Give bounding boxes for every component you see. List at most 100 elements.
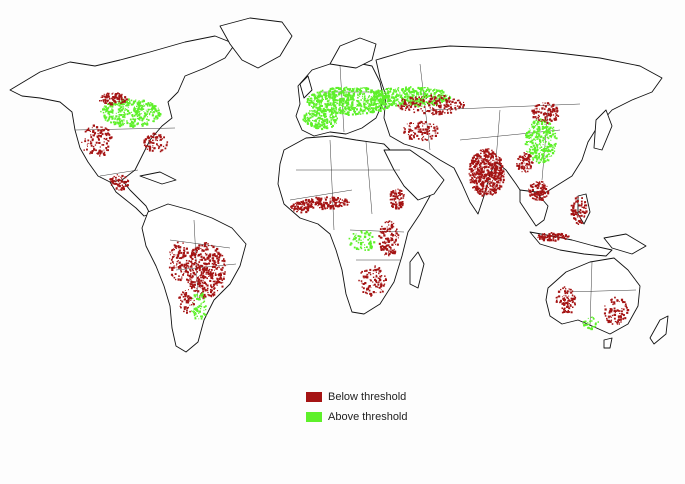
below-threshold-cell bbox=[190, 283, 193, 286]
below-threshold-cell bbox=[190, 279, 192, 281]
below-threshold-cell bbox=[209, 253, 212, 256]
above-threshold-cell bbox=[531, 123, 533, 126]
above-threshold-cell bbox=[332, 107, 335, 110]
below-threshold-cell bbox=[182, 291, 185, 294]
below-threshold-cell bbox=[331, 198, 334, 200]
above-threshold-cell bbox=[433, 92, 436, 95]
above-threshold-cell bbox=[311, 105, 313, 107]
above-threshold-cell bbox=[326, 118, 329, 121]
below-threshold-cell bbox=[189, 304, 191, 306]
below-threshold-cell bbox=[529, 155, 532, 158]
above-threshold-cell bbox=[369, 243, 371, 245]
above-threshold-cell bbox=[199, 308, 202, 310]
below-threshold-cell bbox=[530, 193, 534, 196]
above-threshold-cell bbox=[413, 100, 416, 103]
above-threshold-cell bbox=[143, 103, 145, 105]
above-threshold-cell bbox=[370, 242, 372, 244]
below-threshold-cell bbox=[177, 253, 180, 256]
above-threshold-cell bbox=[544, 145, 546, 148]
above-threshold-cell bbox=[203, 300, 206, 302]
above-threshold-cell bbox=[142, 105, 144, 108]
below-threshold-cell bbox=[496, 169, 498, 171]
above-threshold-cell bbox=[389, 102, 391, 105]
above-threshold-cell bbox=[320, 110, 322, 112]
above-threshold-cell bbox=[350, 242, 353, 245]
above-threshold-cell bbox=[315, 103, 318, 106]
below-threshold-cell bbox=[347, 203, 349, 206]
below-threshold-cell bbox=[334, 198, 337, 201]
below-threshold-cell bbox=[585, 204, 588, 207]
above-threshold-cell bbox=[542, 150, 546, 153]
above-threshold-cell bbox=[398, 100, 400, 103]
above-threshold-cell bbox=[325, 115, 327, 118]
below-threshold-cell bbox=[341, 201, 343, 203]
above-threshold-cell bbox=[390, 100, 393, 102]
below-threshold-cell bbox=[530, 161, 533, 164]
below-threshold-cell bbox=[329, 202, 331, 204]
below-threshold-cell bbox=[487, 170, 490, 172]
below-threshold-cell bbox=[360, 280, 363, 282]
above-threshold-cell bbox=[379, 103, 382, 106]
below-threshold-cell bbox=[118, 93, 121, 95]
below-threshold-cell bbox=[527, 163, 530, 166]
below-threshold-cell bbox=[440, 112, 443, 115]
above-threshold-cell bbox=[312, 106, 314, 109]
above-threshold-cell bbox=[385, 106, 387, 107]
above-threshold-cell bbox=[122, 106, 125, 108]
above-threshold-cell bbox=[113, 117, 115, 119]
below-threshold-cell bbox=[552, 239, 555, 242]
below-threshold-cell bbox=[202, 288, 204, 290]
above-threshold-cell bbox=[203, 294, 205, 296]
below-threshold-cell bbox=[194, 247, 197, 250]
above-threshold-cell bbox=[311, 93, 314, 96]
above-threshold-cell bbox=[194, 311, 196, 314]
above-threshold-cell bbox=[433, 103, 436, 106]
above-threshold-cell bbox=[316, 108, 318, 110]
below-threshold-cell bbox=[115, 183, 118, 185]
below-threshold-cell bbox=[446, 100, 449, 103]
below-threshold-cell bbox=[112, 182, 115, 185]
below-threshold-cell bbox=[557, 290, 561, 293]
below-threshold-cell bbox=[389, 246, 392, 249]
below-threshold-cell bbox=[499, 182, 501, 184]
below-threshold-cell bbox=[395, 189, 397, 191]
above-threshold-cell bbox=[356, 104, 359, 107]
below-threshold-cell bbox=[571, 298, 573, 300]
below-threshold-cell bbox=[557, 115, 560, 117]
above-threshold-cell bbox=[535, 160, 538, 163]
below-threshold-cell bbox=[375, 271, 377, 273]
below-threshold-cell bbox=[295, 207, 298, 210]
below-threshold-cell bbox=[205, 273, 207, 275]
below-threshold-cell bbox=[317, 202, 319, 204]
below-threshold-cell bbox=[166, 143, 168, 145]
above-threshold-cell bbox=[525, 136, 527, 139]
above-threshold-cell bbox=[311, 123, 313, 125]
above-threshold-cell bbox=[406, 93, 408, 96]
below-threshold-cell bbox=[97, 136, 99, 138]
above-threshold-cell bbox=[334, 101, 337, 104]
below-threshold-cell bbox=[530, 165, 532, 167]
below-threshold-cell bbox=[537, 234, 540, 237]
above-threshold-cell bbox=[402, 91, 405, 94]
above-threshold-cell bbox=[371, 245, 373, 248]
above-threshold-cell bbox=[192, 305, 194, 307]
below-threshold-cell bbox=[491, 168, 493, 169]
below-threshold-cell bbox=[554, 233, 557, 236]
above-threshold-cell bbox=[316, 127, 319, 130]
above-threshold-cell bbox=[393, 101, 395, 104]
below-threshold-cell bbox=[429, 123, 431, 125]
below-threshold-cell bbox=[400, 197, 403, 200]
below-threshold-cell bbox=[397, 198, 399, 200]
below-threshold-cell bbox=[499, 178, 502, 181]
above-threshold-cell bbox=[117, 108, 120, 111]
above-threshold-cell bbox=[428, 89, 430, 91]
above-threshold-cell bbox=[541, 121, 544, 124]
below-threshold-cell bbox=[183, 308, 186, 310]
above-threshold-cell bbox=[327, 108, 330, 111]
below-threshold-cell bbox=[148, 149, 151, 152]
below-threshold-cell bbox=[479, 157, 481, 159]
above-threshold-cell bbox=[348, 88, 350, 90]
below-threshold-cell bbox=[315, 196, 317, 199]
above-threshold-cell bbox=[120, 124, 123, 127]
above-threshold-cell bbox=[116, 103, 119, 106]
